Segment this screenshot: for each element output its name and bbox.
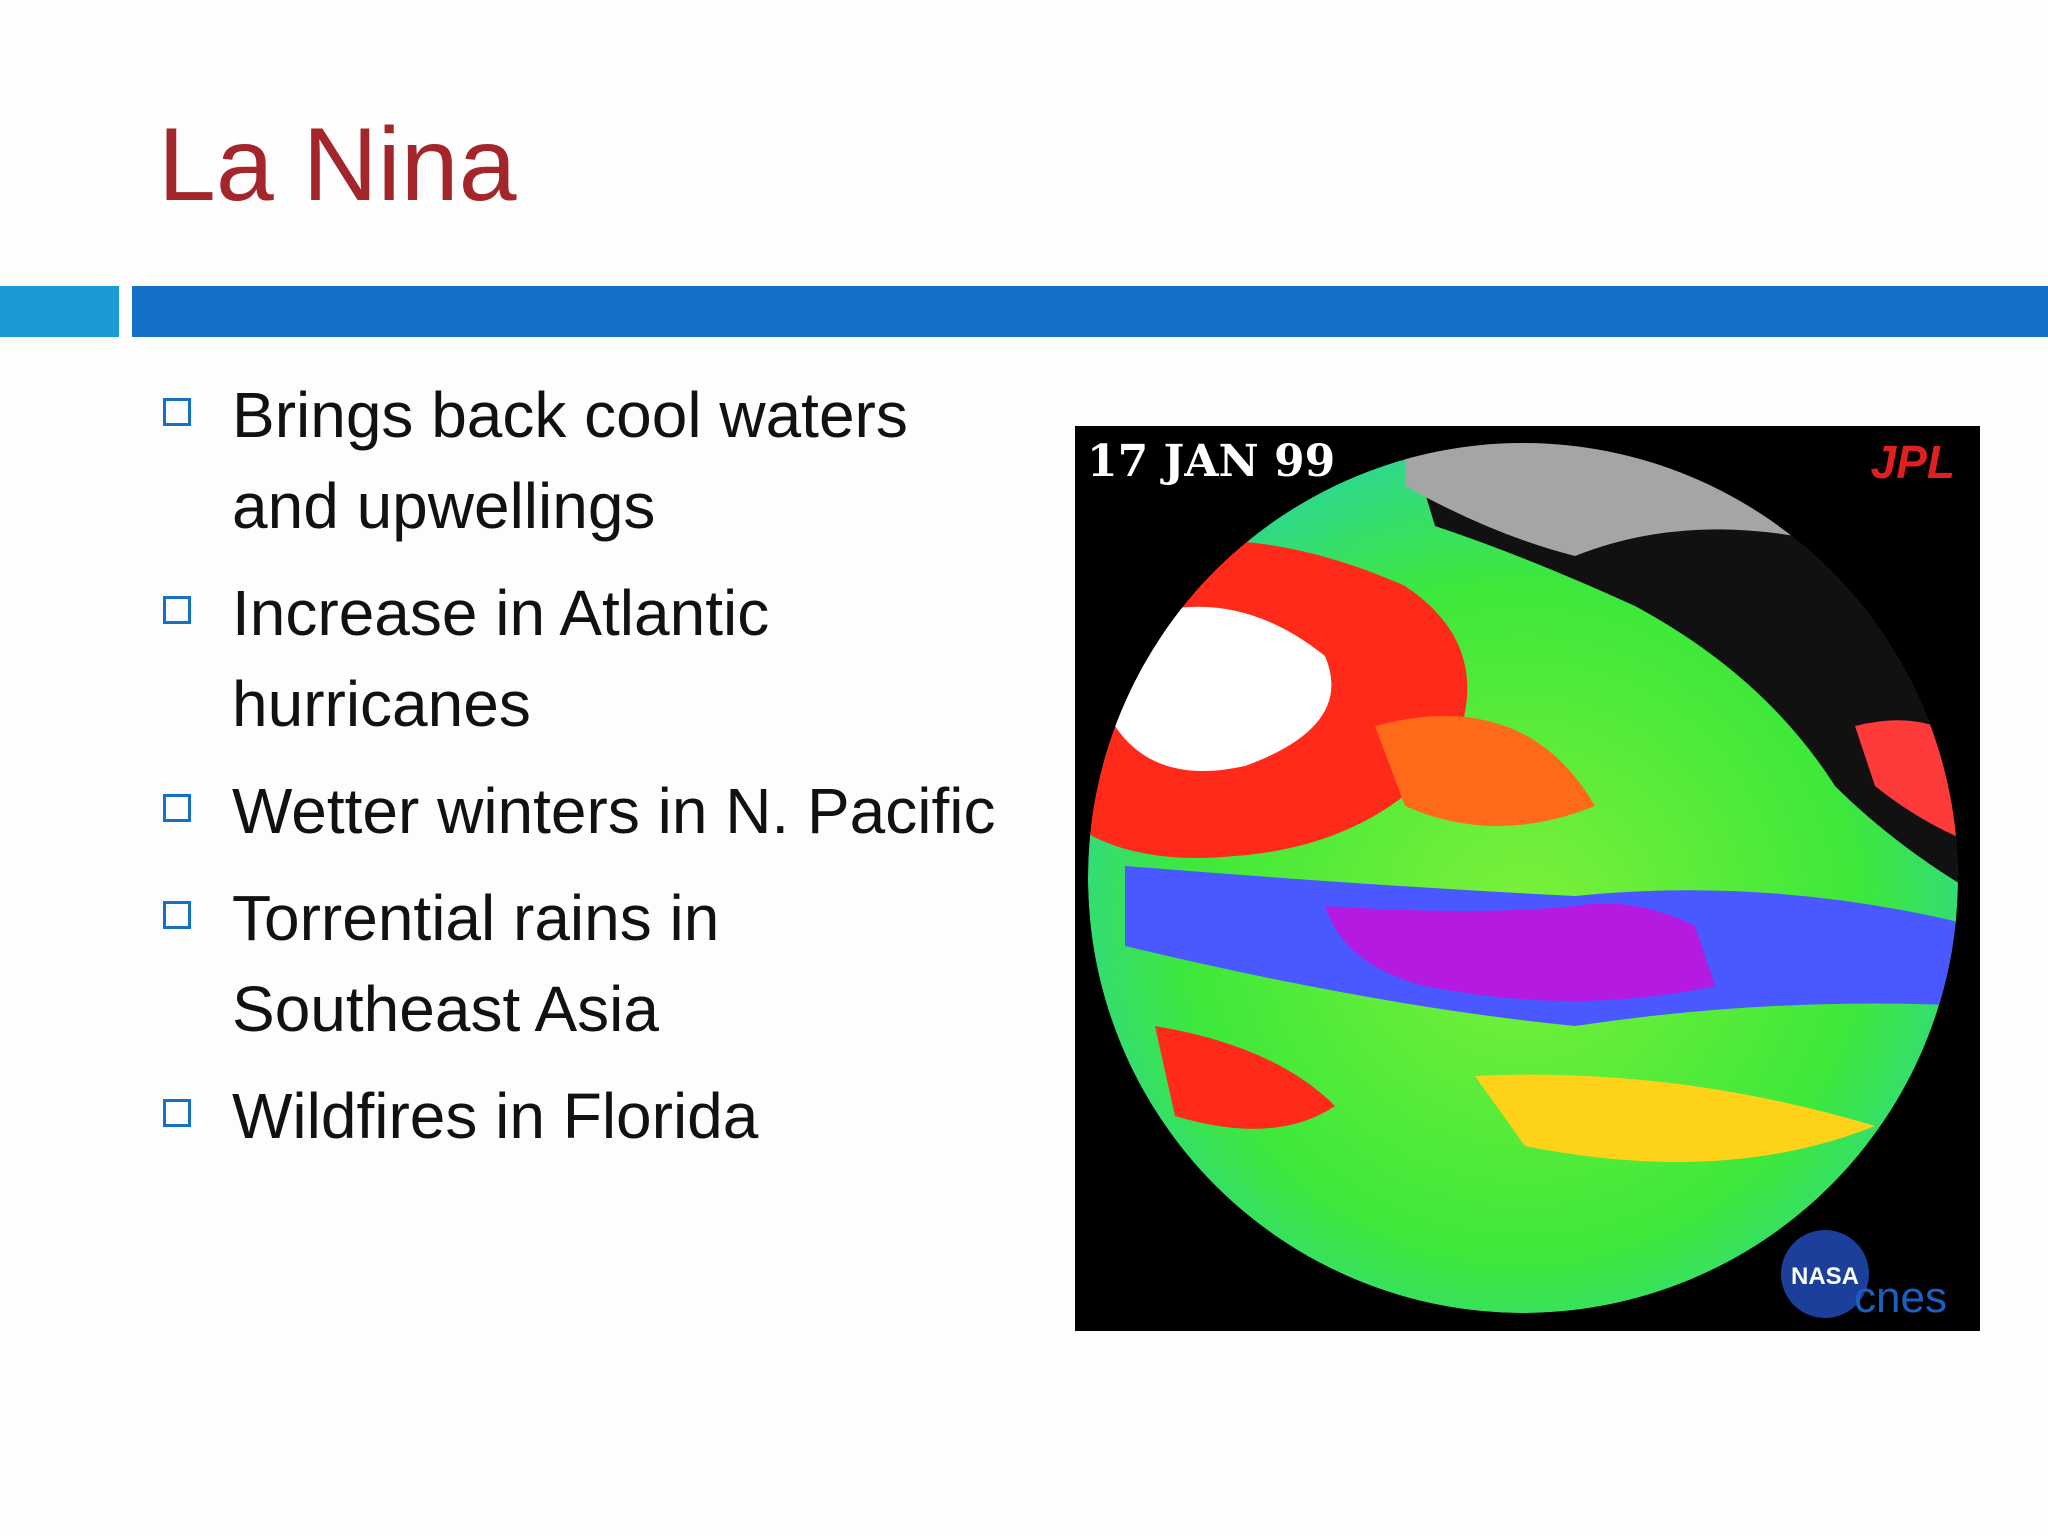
- image-logo: JPL: [1871, 436, 1955, 488]
- bullet-item: Brings back cool waters and upwellings: [160, 370, 1020, 552]
- bullet-text: Wildfires in Florida: [232, 1080, 759, 1152]
- accent-bar: [0, 286, 119, 337]
- bullet-text: Increase in Atlantic hurricanes: [232, 577, 770, 740]
- credit-logo: cnes: [1854, 1273, 1947, 1322]
- globe-surface: [1088, 443, 1958, 1313]
- credit-logo: NASA: [1791, 1263, 1859, 1290]
- bullet-text: Brings back cool waters and upwellings: [232, 379, 908, 542]
- bullet-marker: [163, 794, 191, 822]
- bullet-item: Increase in Atlantic hurricanes: [160, 568, 1020, 750]
- bullet-item: Wetter winters in N. Pacific: [160, 766, 1020, 857]
- bullet-text: Torrential rains in Southeast Asia: [232, 882, 720, 1045]
- nasa-badge: [1781, 1230, 1869, 1318]
- bullet-marker: [163, 901, 191, 929]
- globe-image: 17 JAN 99 JPL NASA cnes: [1075, 426, 1980, 1331]
- bullet-marker: [163, 398, 191, 426]
- bullet-text: Wetter winters in N. Pacific: [232, 775, 996, 847]
- image-date: 17 JAN 99: [1087, 436, 1335, 487]
- bullet-list: Brings back cool waters and upwellings In…: [160, 370, 1020, 1178]
- bullet-marker: [163, 596, 191, 624]
- slide-title: La Nina: [158, 107, 517, 223]
- title-bar: [132, 286, 2048, 337]
- bullet-marker: [163, 1099, 191, 1127]
- bullet-item: Wildfires in Florida: [160, 1071, 1020, 1162]
- bullet-item: Torrential rains in Southeast Asia: [160, 873, 1020, 1055]
